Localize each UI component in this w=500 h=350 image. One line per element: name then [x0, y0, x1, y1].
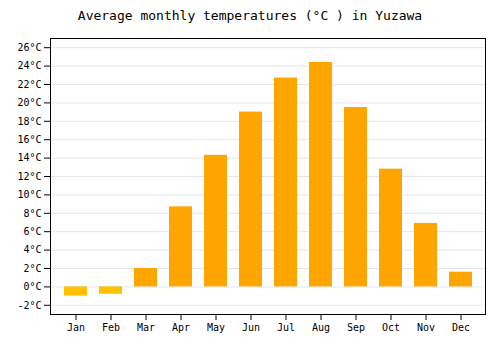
svg-text:16°C: 16°C	[17, 134, 41, 145]
svg-text:22°C: 22°C	[17, 79, 41, 90]
svg-text:Jun: Jun	[242, 322, 260, 333]
svg-text:Apr: Apr	[172, 322, 190, 333]
svg-text:Sep: Sep	[347, 322, 365, 333]
html-text:Average monthly temperatures (: Average monthly temperatures (°C ) in Yu…	[77, 8, 423, 23]
svg-text:Feb: Feb	[102, 322, 120, 333]
svg-text:Jan: Jan	[67, 322, 85, 333]
svg-text:14°C: 14°C	[17, 152, 41, 163]
svg-text:20°C: 20°C	[17, 97, 41, 108]
svg-text:Jul: Jul	[277, 322, 295, 333]
svg-text:Dec: Dec	[452, 322, 470, 333]
svg-text:2°C: 2°C	[23, 263, 41, 274]
svg-text:12°C: 12°C	[17, 171, 41, 182]
svg-text:Nov: Nov	[417, 322, 435, 333]
svg-text:-2°C: -2°C	[17, 300, 41, 311]
svg-text:18°C: 18°C	[17, 116, 41, 127]
svg-text:0°C: 0°C	[23, 281, 41, 292]
svg-text:6°C: 6°C	[23, 226, 41, 237]
svg-text:10°C: 10°C	[17, 189, 41, 200]
svg-text:Mar: Mar	[137, 322, 155, 333]
svg-text:Oct: Oct	[382, 322, 400, 333]
svg-text:8°C: 8°C	[23, 208, 41, 219]
svg-text:Aug: Aug	[312, 322, 330, 333]
svg-text:24°C: 24°C	[17, 60, 41, 71]
svg-text:26°C: 26°C	[17, 42, 41, 53]
svg-text:May: May	[207, 322, 225, 333]
svg-text:4°C: 4°C	[23, 244, 41, 255]
